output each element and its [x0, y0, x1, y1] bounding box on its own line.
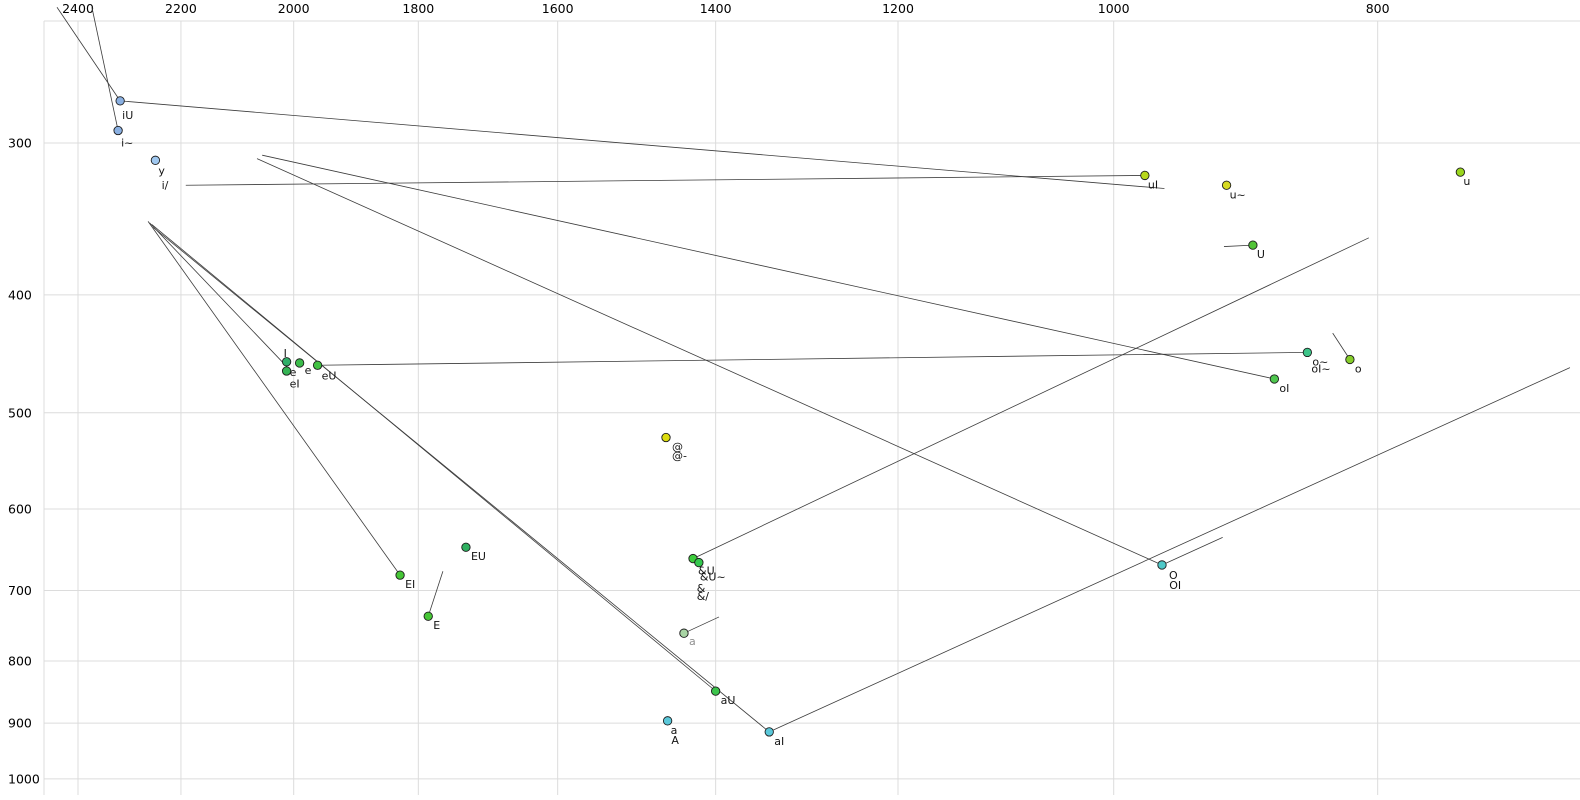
vowel-label-&U: &U: [698, 565, 715, 578]
trajectory-line: [56, 7, 121, 102]
trajectory-line: [769, 367, 1571, 733]
vowel-point-e: [294, 358, 305, 368]
trajectory-line: [1332, 332, 1351, 360]
trajectory-line: [151, 224, 716, 692]
vowel-point-aI: [764, 727, 774, 737]
x-tick-label: 2200: [165, 1, 197, 16]
vowel-label-aI: aI: [774, 735, 784, 748]
trajectory-line: [1161, 536, 1223, 566]
x-tick-label: 2400: [62, 1, 94, 16]
y-tick-label: 300: [8, 136, 32, 151]
vowel-label-eU: eU: [322, 369, 337, 382]
trajectory-line: [262, 154, 1275, 380]
vowel-label-uI: uI: [1148, 178, 1158, 191]
vowel-label-EI: EI: [405, 578, 415, 591]
vowel-point-I: [281, 357, 292, 367]
x-tick-label: 1800: [402, 1, 434, 16]
trajectory-line: [683, 616, 720, 634]
vowel-label-&/: &/: [697, 590, 710, 603]
vowel-point-eU: [312, 360, 323, 370]
trajectory-line: [1223, 244, 1253, 247]
vowel-point-@: [661, 432, 671, 443]
vowel-label-EU: EU: [471, 550, 486, 563]
vowel-label-u~: u~: [1230, 188, 1246, 201]
trajectory-line: [149, 222, 287, 367]
vowel-label-a: a: [671, 724, 678, 737]
vowel-label-&: &: [697, 582, 706, 595]
y-tick-label: 1000: [8, 771, 40, 786]
x-tick-label: 2000: [278, 1, 310, 16]
vowel-label-u: u: [1463, 175, 1470, 188]
vowel-label-a: a: [689, 635, 696, 648]
vowel-label-OI: OI: [1169, 579, 1181, 592]
vowel-label-@-: @-: [672, 450, 687, 463]
vowel-point-aU: [710, 686, 721, 696]
x-tick-label: 1400: [700, 1, 732, 16]
x-tick-label: 800: [1366, 1, 1390, 16]
trajectory-line: [147, 221, 401, 576]
trajectory-line: [120, 100, 1165, 189]
trajectory-line: [256, 158, 1163, 566]
vowel-point-oI: [1269, 374, 1280, 384]
vowel-label-o: o: [1355, 362, 1362, 375]
vowel-label-i~: i~: [121, 137, 133, 150]
vowel-label-A: A: [671, 734, 679, 747]
vowel-point-o: [1345, 354, 1355, 365]
x-tick-label: 1600: [542, 1, 574, 16]
vowel-point-uI: [1140, 170, 1150, 181]
vowel-point-O: [1157, 560, 1167, 570]
vowel-point-e: [281, 366, 292, 376]
vowel-point-&U~: [694, 557, 704, 568]
trajectory-line: [91, 7, 119, 131]
y-tick-label: 900: [8, 716, 32, 731]
vowel-label-e: e: [290, 366, 297, 379]
vowel-label-i/: i/: [162, 179, 169, 192]
vowel-point-i~: [113, 125, 123, 136]
vowel-label-oI~: oI~: [1311, 362, 1330, 375]
trajectory-line: [317, 352, 1308, 366]
vowel-point-a: [662, 716, 673, 726]
trajectory-line: [153, 227, 770, 733]
y-tick-label: 600: [8, 502, 32, 517]
vowel-label-U: U: [1257, 248, 1265, 261]
vowel-label-O: O: [1169, 569, 1178, 582]
x-tick-label: 1200: [882, 1, 914, 16]
y-tick-label: 500: [8, 405, 32, 420]
vowel-point-U: [1248, 240, 1258, 250]
vowel-label-&U~: &U~: [700, 571, 726, 584]
y-tick-label: 700: [8, 583, 32, 598]
vowel-point-o~: [1302, 347, 1313, 358]
x-tick-label: 1000: [1098, 1, 1130, 16]
vowel-label-I: I: [284, 347, 287, 360]
vowel-point-EU: [461, 542, 471, 552]
vowel-label-eI: eI: [290, 377, 300, 390]
vowel-label-iU: iU: [122, 109, 133, 122]
vowel-label-y: y: [158, 164, 165, 177]
vowel-label-o~: o~: [1312, 355, 1328, 368]
vowel-label-aU: aU: [721, 694, 736, 707]
vowel-point-EI: [395, 570, 405, 580]
trajectory-line: [692, 237, 1370, 559]
vowel-point-y: [150, 155, 161, 165]
y-tick-label: 400: [8, 287, 32, 302]
vowel-point-a: [679, 628, 689, 638]
vowel-label-E: E: [433, 619, 440, 632]
vowel-label-@: @: [672, 441, 683, 454]
y-tick-label: 800: [8, 653, 32, 668]
vowel-point-iU: [115, 96, 125, 106]
trajectory-line: [185, 175, 1145, 186]
vowel-point-u~: [1221, 180, 1232, 190]
vowel-label-oI: oI: [1279, 382, 1289, 395]
vowel-point-u: [1455, 167, 1466, 177]
vowel-point-E: [423, 611, 433, 621]
trajectory-line: [427, 571, 444, 617]
vowel-label-e: e: [305, 364, 312, 377]
